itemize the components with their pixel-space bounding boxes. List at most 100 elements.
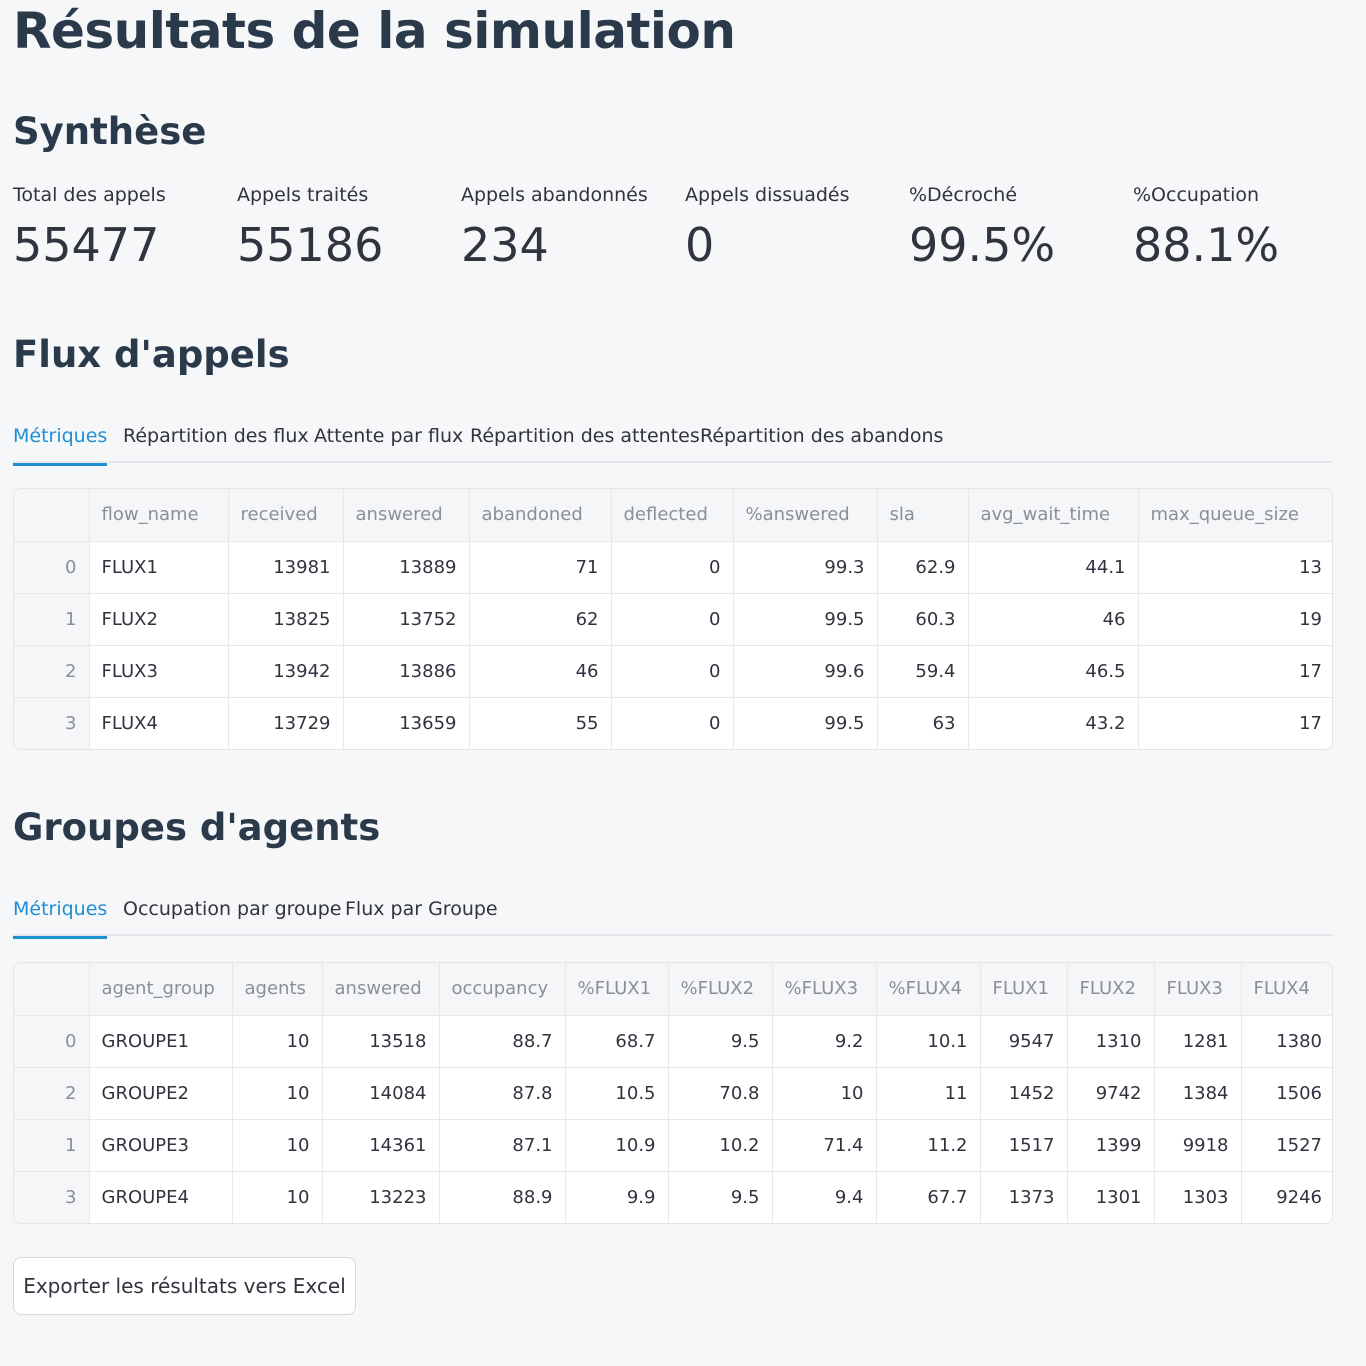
column-header[interactable]: FLUX2: [1067, 963, 1155, 1016]
tab-flows-metrics[interactable]: Métriques: [13, 425, 108, 466]
table-cell[interactable]: 1281: [1154, 1015, 1242, 1068]
table-cell[interactable]: 10.2: [668, 1119, 773, 1172]
table-cell[interactable]: 59.4: [877, 645, 969, 698]
table-cell[interactable]: 10.1: [876, 1015, 981, 1068]
table-cell[interactable]: 99.6: [733, 645, 878, 698]
column-header[interactable]: agents: [232, 963, 323, 1016]
table-cell[interactable]: FLUX2: [89, 593, 229, 646]
table-cell[interactable]: 19: [1138, 593, 1332, 646]
tab-flows-wait-distribution[interactable]: Répartition des attentes: [470, 425, 700, 447]
table-cell[interactable]: 9547: [980, 1015, 1068, 1068]
table-cell[interactable]: 10: [232, 1067, 323, 1120]
table-cell[interactable]: 1527: [1241, 1119, 1332, 1172]
table-cell[interactable]: 1384: [1154, 1067, 1242, 1120]
column-header[interactable]: FLUX4: [1241, 963, 1332, 1016]
table-cell[interactable]: 1517: [980, 1119, 1068, 1172]
table-cell[interactable]: 9.5: [668, 1015, 773, 1068]
column-header[interactable]: %FLUX2: [668, 963, 773, 1016]
table-cell[interactable]: 99.3: [733, 541, 878, 594]
table-cell[interactable]: 13981: [228, 541, 344, 594]
table-cell[interactable]: 99.5: [733, 593, 878, 646]
export-excel-button[interactable]: Exporter les résultats vers Excel: [13, 1257, 356, 1315]
table-cell[interactable]: 17: [1138, 645, 1332, 698]
table-cell[interactable]: GROUPE2: [89, 1067, 233, 1120]
table-cell[interactable]: 46: [469, 645, 612, 698]
table-cell[interactable]: 10.9: [565, 1119, 669, 1172]
table-cell[interactable]: 13659: [343, 697, 470, 749]
table-cell[interactable]: 71: [469, 541, 612, 594]
tab-flows-abandon-distribution[interactable]: Répartition des abandons: [700, 425, 944, 447]
table-cell[interactable]: 11.2: [876, 1119, 981, 1172]
table-cell[interactable]: 87.1: [439, 1119, 566, 1172]
table-cell[interactable]: 0: [611, 645, 734, 698]
table-cell[interactable]: FLUX3: [89, 645, 229, 698]
table-cell[interactable]: 0: [611, 593, 734, 646]
table-cell[interactable]: 10: [232, 1119, 323, 1172]
table-cell[interactable]: 9742: [1067, 1067, 1155, 1120]
table-cell[interactable]: 88.7: [439, 1015, 566, 1068]
column-header[interactable]: received: [228, 489, 344, 542]
tab-groups-occupancy[interactable]: Occupation par groupe: [123, 898, 342, 920]
table-cell[interactable]: 13518: [322, 1015, 440, 1068]
column-header[interactable]: answered: [343, 489, 470, 542]
table-cell[interactable]: 88.9: [439, 1171, 566, 1223]
tab-groups-metrics[interactable]: Métriques: [13, 898, 108, 939]
column-header[interactable]: max_queue_size: [1138, 489, 1332, 542]
table-cell[interactable]: 67.7: [876, 1171, 981, 1223]
table-cell[interactable]: 68.7: [565, 1015, 669, 1068]
column-header[interactable]: %FLUX3: [772, 963, 877, 1016]
table-cell[interactable]: 63: [877, 697, 969, 749]
column-header[interactable]: flow_name: [89, 489, 229, 542]
tab-groups-flows[interactable]: Flux par Groupe: [345, 898, 498, 920]
table-cell[interactable]: 62: [469, 593, 612, 646]
table-cell[interactable]: 55: [469, 697, 612, 749]
column-header[interactable]: avg_wait_time: [968, 489, 1139, 542]
column-header[interactable]: [14, 489, 90, 542]
table-cell[interactable]: 1399: [1067, 1119, 1155, 1172]
table-cell[interactable]: 13942: [228, 645, 344, 698]
table-cell[interactable]: 9.9: [565, 1171, 669, 1223]
table-cell[interactable]: 13886: [343, 645, 470, 698]
table-cell[interactable]: 10: [772, 1067, 877, 1120]
table-cell[interactable]: 13: [1138, 541, 1332, 594]
table-cell[interactable]: 14361: [322, 1119, 440, 1172]
table-cell[interactable]: 71.4: [772, 1119, 877, 1172]
table-cell[interactable]: 46: [968, 593, 1139, 646]
table-cell[interactable]: GROUPE3: [89, 1119, 233, 1172]
table-cell[interactable]: 1506: [1241, 1067, 1332, 1120]
table-cell[interactable]: 1303: [1154, 1171, 1242, 1223]
column-header[interactable]: abandoned: [469, 489, 612, 542]
table-cell[interactable]: GROUPE1: [89, 1015, 233, 1068]
column-header[interactable]: agent_group: [89, 963, 233, 1016]
table-cell[interactable]: 1310: [1067, 1015, 1155, 1068]
table-cell[interactable]: 1373: [980, 1171, 1068, 1223]
table-cell[interactable]: 9.5: [668, 1171, 773, 1223]
table-cell[interactable]: 11: [876, 1067, 981, 1120]
table-cell[interactable]: 87.8: [439, 1067, 566, 1120]
tab-flows-distribution[interactable]: Répartition des flux: [123, 425, 309, 447]
table-cell[interactable]: 1301: [1067, 1171, 1155, 1223]
table-cell[interactable]: FLUX4: [89, 697, 229, 749]
column-header[interactable]: %FLUX4: [876, 963, 981, 1016]
column-header[interactable]: answered: [322, 963, 440, 1016]
table-cell[interactable]: 9.2: [772, 1015, 877, 1068]
table-cell[interactable]: 0: [611, 697, 734, 749]
table-cell[interactable]: 9246: [1276, 1186, 1322, 1208]
table-cell[interactable]: 9918: [1154, 1119, 1242, 1172]
table-cell[interactable]: 10.5: [565, 1067, 669, 1120]
table-cell[interactable]: 10: [232, 1171, 323, 1223]
table-cell[interactable]: 62.9: [877, 541, 969, 594]
table-cell[interactable]: 70.8: [668, 1067, 773, 1120]
table-cell[interactable]: 99.5: [733, 697, 878, 749]
table-cell[interactable]: 1380: [1241, 1015, 1332, 1068]
table-cell[interactable]: 17: [1299, 712, 1322, 734]
table-cell[interactable]: 13752: [343, 593, 470, 646]
column-header[interactable]: FLUX1: [980, 963, 1068, 1016]
table-cell[interactable]: 13223: [322, 1171, 440, 1223]
table-cell[interactable]: GROUPE4: [89, 1171, 233, 1223]
table-cell[interactable]: 0: [611, 541, 734, 594]
tab-flows-wait[interactable]: Attente par flux: [314, 425, 464, 447]
table-cell[interactable]: 9.4: [772, 1171, 877, 1223]
table-cell[interactable]: 1452: [980, 1067, 1068, 1120]
column-header[interactable]: %FLUX1: [565, 963, 669, 1016]
